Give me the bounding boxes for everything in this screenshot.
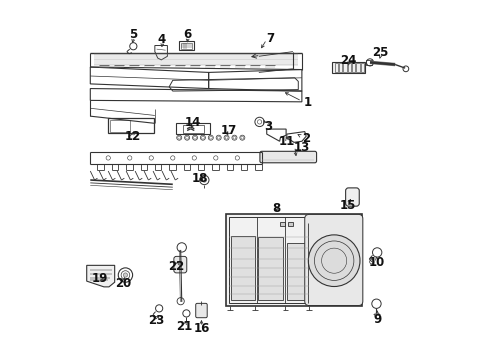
Bar	[287, 222, 292, 226]
Text: 23: 23	[148, 314, 164, 327]
Text: 11: 11	[278, 135, 294, 148]
Text: 4: 4	[158, 33, 166, 46]
Circle shape	[308, 235, 359, 287]
Bar	[366, 59, 371, 65]
Text: 16: 16	[193, 322, 209, 335]
Text: 18: 18	[191, 172, 207, 185]
Bar	[258, 237, 282, 300]
Text: 9: 9	[372, 312, 381, 326]
Text: 8: 8	[272, 202, 280, 215]
Circle shape	[123, 273, 127, 277]
FancyBboxPatch shape	[304, 215, 362, 306]
Bar	[110, 120, 129, 132]
Bar	[230, 235, 255, 300]
Bar	[332, 62, 364, 73]
Text: 19: 19	[92, 272, 108, 285]
Bar	[343, 63, 346, 72]
Text: 1: 1	[303, 96, 311, 109]
Bar	[339, 63, 342, 72]
Bar	[360, 63, 363, 72]
Bar	[107, 118, 154, 134]
FancyBboxPatch shape	[195, 303, 207, 318]
Text: 14: 14	[184, 116, 200, 129]
Bar	[286, 243, 306, 300]
Text: 6: 6	[183, 28, 191, 41]
FancyBboxPatch shape	[260, 151, 316, 163]
Text: 15: 15	[339, 199, 355, 212]
Text: 24: 24	[340, 54, 356, 67]
Text: 20: 20	[115, 278, 131, 291]
Text: 25: 25	[371, 46, 387, 59]
Bar	[225, 214, 362, 306]
Bar	[347, 63, 350, 72]
Bar	[180, 42, 192, 49]
Bar	[356, 63, 359, 72]
Bar	[279, 222, 284, 226]
Bar	[334, 63, 337, 72]
Bar	[176, 123, 210, 134]
Text: 3: 3	[264, 121, 272, 134]
Bar	[179, 41, 193, 50]
FancyBboxPatch shape	[174, 256, 186, 273]
FancyBboxPatch shape	[345, 188, 359, 206]
Text: 7: 7	[265, 32, 274, 45]
Text: 5: 5	[129, 28, 137, 41]
Text: 2: 2	[301, 132, 309, 145]
Text: 21: 21	[176, 320, 192, 333]
Polygon shape	[86, 265, 115, 287]
Bar	[228, 217, 358, 303]
Text: 17: 17	[220, 124, 236, 137]
Text: 13: 13	[293, 141, 309, 154]
Bar	[351, 63, 355, 72]
Text: 22: 22	[168, 260, 184, 273]
Text: 12: 12	[124, 130, 141, 144]
Bar	[183, 125, 203, 133]
Text: 10: 10	[368, 256, 385, 269]
